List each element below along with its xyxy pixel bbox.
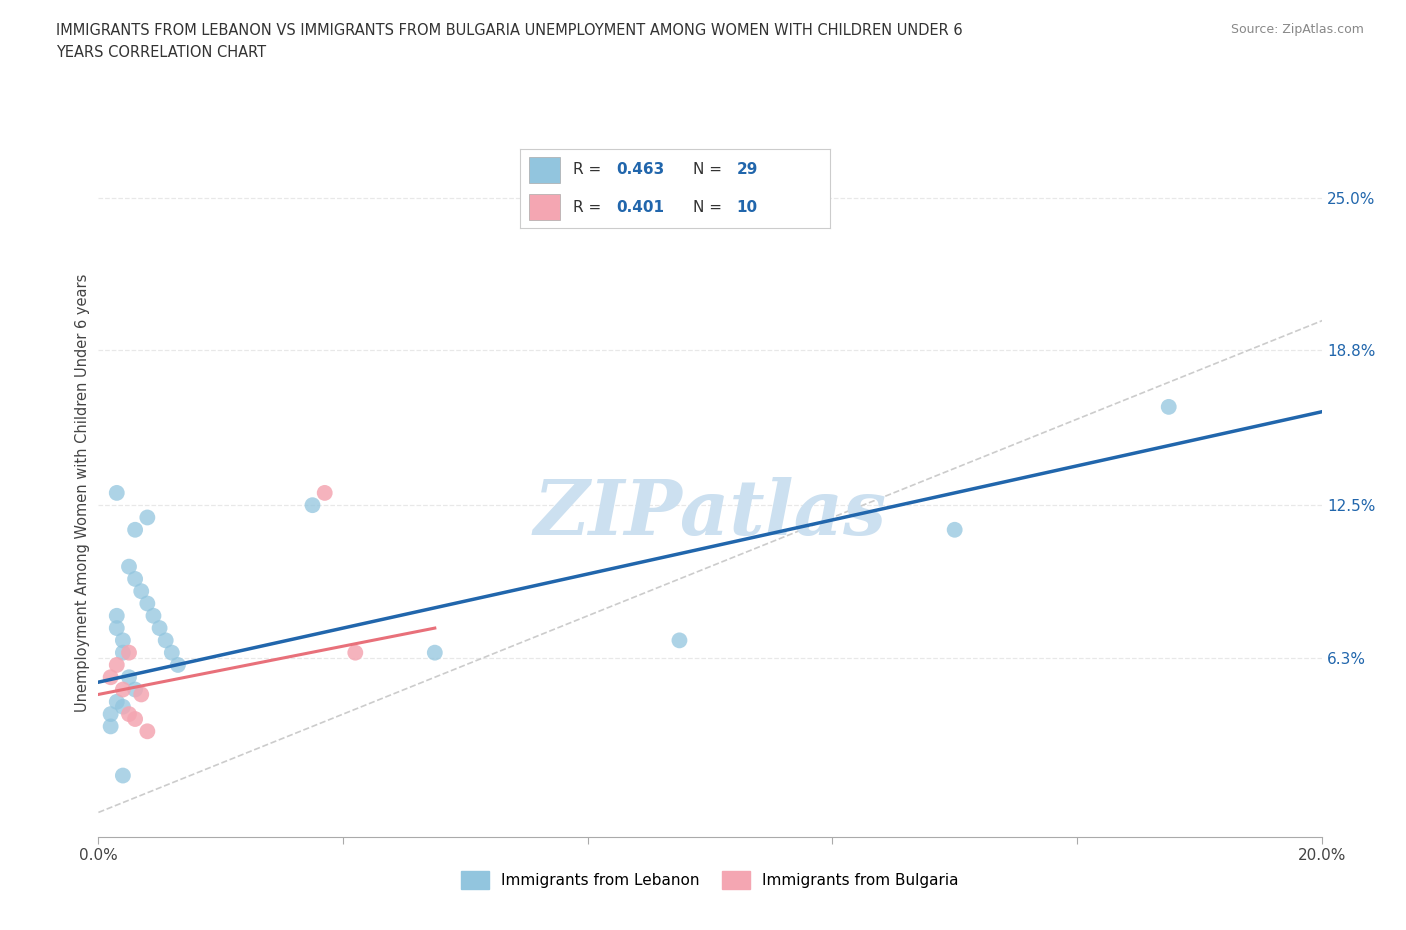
Point [100,670,122,684]
Point [118,670,141,684]
Text: ZIPatlas: ZIPatlas [533,476,887,551]
Text: 10: 10 [737,200,758,215]
Point [160,645,183,660]
Point [124,523,146,538]
Point [607,203,630,218]
Point [142,608,165,623]
Point [344,645,367,660]
Point [136,510,159,525]
Point [111,699,134,714]
Point [136,596,159,611]
Point [301,498,323,512]
Text: N =: N = [693,162,727,177]
Text: N =: N = [693,200,727,215]
Text: 29: 29 [737,162,758,177]
Text: 0.401: 0.401 [616,200,664,215]
Point [943,523,966,538]
Point [111,645,134,660]
Point [100,719,122,734]
FancyBboxPatch shape [530,193,561,220]
Point [1157,400,1180,415]
Point [136,724,159,738]
Point [111,768,134,783]
Point [149,620,172,635]
Text: Source: ZipAtlas.com: Source: ZipAtlas.com [1230,23,1364,36]
Point [111,682,134,697]
Point [118,559,141,574]
Text: IMMIGRANTS FROM LEBANON VS IMMIGRANTS FROM BULGARIA UNEMPLOYMENT AMONG WOMEN WIT: IMMIGRANTS FROM LEBANON VS IMMIGRANTS FR… [56,23,963,38]
Point [155,633,177,648]
Point [423,645,446,660]
Point [105,658,128,672]
Point [105,608,128,623]
FancyBboxPatch shape [530,157,561,183]
Point [668,633,690,648]
Text: 0.463: 0.463 [616,162,665,177]
Point [105,695,128,710]
Point [129,584,152,599]
Point [118,645,141,660]
Point [129,687,152,702]
Point [111,633,134,648]
Point [314,485,336,500]
Y-axis label: Unemployment Among Women with Children Under 6 years: Unemployment Among Women with Children U… [75,273,90,712]
Legend: Immigrants from Lebanon, Immigrants from Bulgaria: Immigrants from Lebanon, Immigrants from… [456,865,965,895]
Text: R =: R = [572,200,606,215]
Text: R =: R = [572,162,606,177]
Point [105,620,128,635]
Point [124,682,146,697]
Point [124,571,146,587]
Point [167,658,190,672]
Point [124,711,146,726]
Point [105,485,128,500]
Text: YEARS CORRELATION CHART: YEARS CORRELATION CHART [56,45,266,60]
Point [118,707,141,722]
Point [100,707,122,722]
